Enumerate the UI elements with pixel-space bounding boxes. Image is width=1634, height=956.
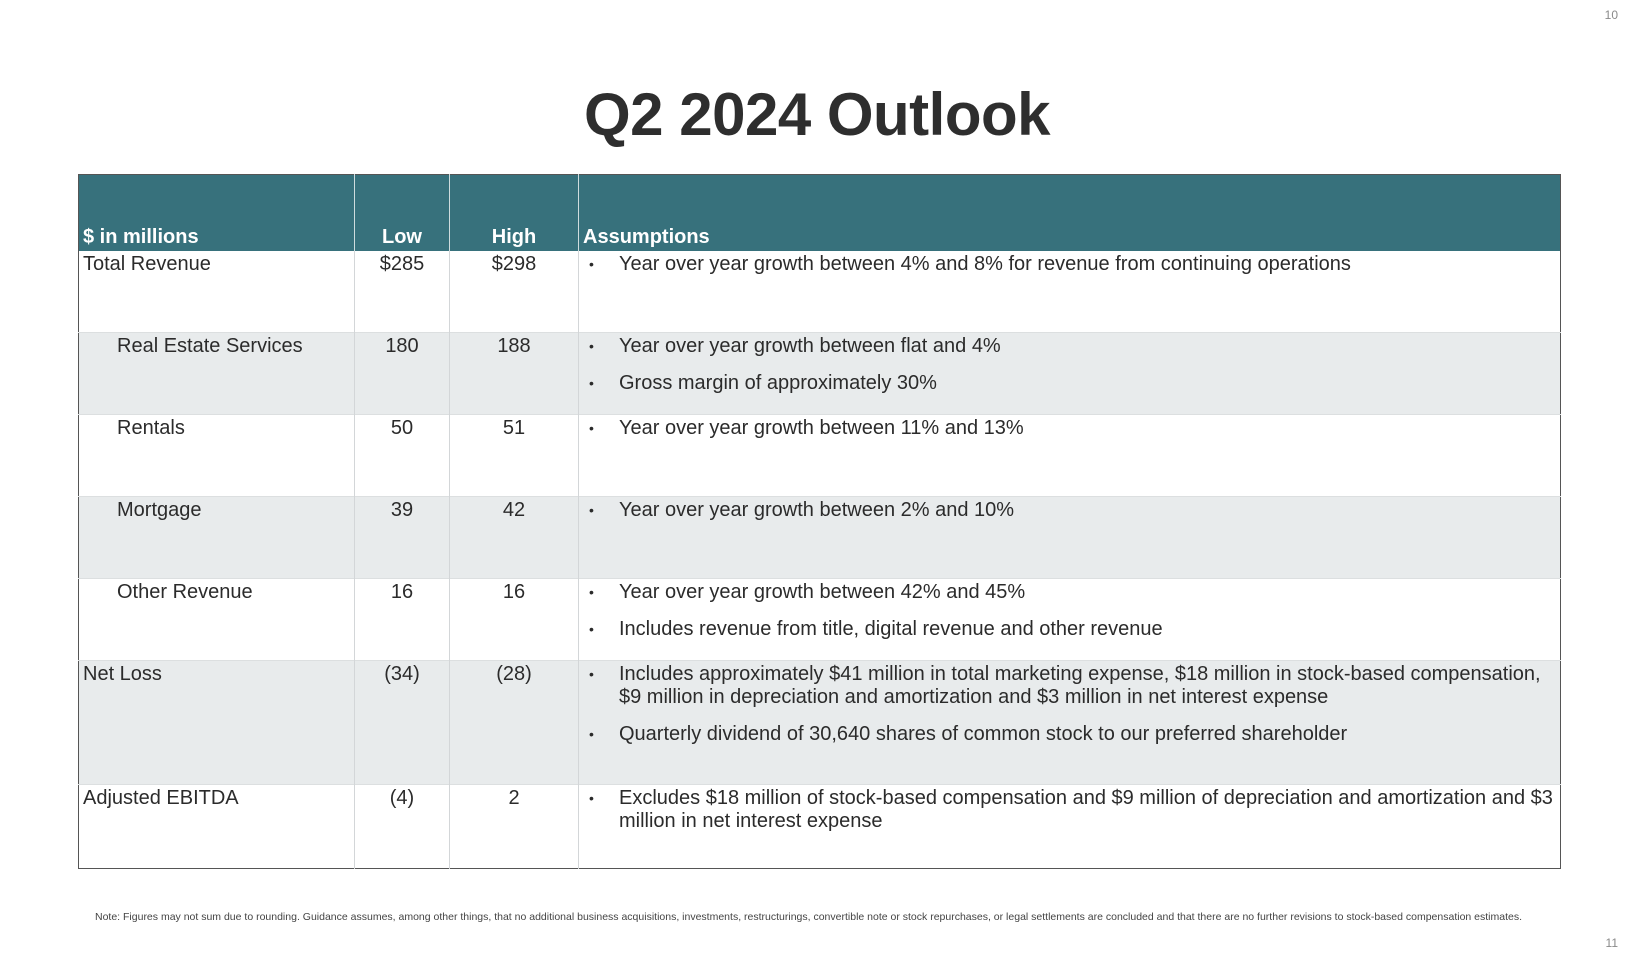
table-row: Adjusted EBITDA (4) 2 Excludes $18 milli… bbox=[78, 784, 1561, 869]
row-low: (34) bbox=[354, 660, 450, 785]
row-assumptions: Excludes $18 million of stock-based comp… bbox=[578, 784, 1561, 869]
row-label: Real Estate Services bbox=[78, 332, 355, 415]
header-high: High bbox=[449, 174, 579, 251]
assumption-item: Year over year growth between 2% and 10% bbox=[583, 499, 1556, 522]
row-low: (4) bbox=[354, 784, 450, 869]
row-high: 188 bbox=[449, 332, 579, 415]
row-assumptions: Year over year growth between 4% and 8% … bbox=[578, 250, 1561, 333]
assumption-item: Excludes $18 million of stock-based comp… bbox=[583, 787, 1556, 833]
row-low: 180 bbox=[354, 332, 450, 415]
row-assumptions: Year over year growth between 42% and 45… bbox=[578, 578, 1561, 661]
row-high: 16 bbox=[449, 578, 579, 661]
row-high: 51 bbox=[449, 414, 579, 497]
header-assumptions: Assumptions bbox=[578, 174, 1561, 251]
row-low: 39 bbox=[354, 496, 450, 579]
assumption-item: Quarterly dividend of 30,640 shares of c… bbox=[583, 723, 1556, 746]
row-assumptions: Includes approximately $41 million in to… bbox=[578, 660, 1561, 785]
table-row: Total Revenue $285 $298 Year over year g… bbox=[78, 250, 1561, 333]
row-label: Rentals bbox=[78, 414, 355, 497]
assumption-item: Includes revenue from title, digital rev… bbox=[583, 618, 1556, 641]
row-low: 50 bbox=[354, 414, 450, 497]
row-low: $285 bbox=[354, 250, 450, 333]
row-assumptions: Year over year growth between 11% and 13… bbox=[578, 414, 1561, 497]
row-label: Net Loss bbox=[78, 660, 355, 785]
row-label: Other Revenue bbox=[78, 578, 355, 661]
page-number-top: 10 bbox=[1604, 8, 1618, 22]
table-row: Other Revenue 16 16 Year over year growt… bbox=[78, 578, 1561, 661]
assumption-item: Year over year growth between flat and 4… bbox=[583, 335, 1556, 358]
assumption-item: Gross margin of approximately 30% bbox=[583, 372, 1556, 395]
table-row: Mortgage 39 42 Year over year growth bet… bbox=[78, 496, 1561, 579]
table-row: Net Loss (34) (28) Includes approximatel… bbox=[78, 660, 1561, 785]
table-row: Real Estate Services 180 188 Year over y… bbox=[78, 332, 1561, 415]
row-high: $298 bbox=[449, 250, 579, 333]
assumption-item: Includes approximately $41 million in to… bbox=[583, 663, 1556, 709]
table-row: Rentals 50 51 Year over year growth betw… bbox=[78, 414, 1561, 497]
table-header-row: $ in millions Low High Assumptions bbox=[78, 174, 1561, 251]
page-number-bottom: 11 bbox=[1605, 936, 1618, 950]
row-low: 16 bbox=[354, 578, 450, 661]
header-label: $ in millions bbox=[83, 225, 199, 248]
footnote: Note: Figures may not sum due to roundin… bbox=[95, 911, 1523, 923]
slide-title: Q2 2024 Outlook bbox=[584, 81, 1051, 148]
assumption-item: Year over year growth between 4% and 8% … bbox=[583, 253, 1556, 276]
row-label: Adjusted EBITDA bbox=[78, 784, 355, 869]
row-high: (28) bbox=[449, 660, 579, 785]
assumption-item: Year over year growth between 11% and 13… bbox=[583, 417, 1556, 440]
row-high: 42 bbox=[449, 496, 579, 579]
row-assumptions: Year over year growth between flat and 4… bbox=[578, 332, 1561, 415]
row-high: 2 bbox=[449, 784, 579, 869]
header-low: Low bbox=[354, 174, 450, 251]
row-assumptions: Year over year growth between 2% and 10% bbox=[578, 496, 1561, 579]
assumption-item: Year over year growth between 42% and 45… bbox=[583, 581, 1556, 604]
row-label: Total Revenue bbox=[83, 252, 211, 275]
outlook-table: $ in millions Low High Assumptions Total… bbox=[78, 174, 1561, 869]
row-label: Mortgage bbox=[78, 496, 355, 579]
